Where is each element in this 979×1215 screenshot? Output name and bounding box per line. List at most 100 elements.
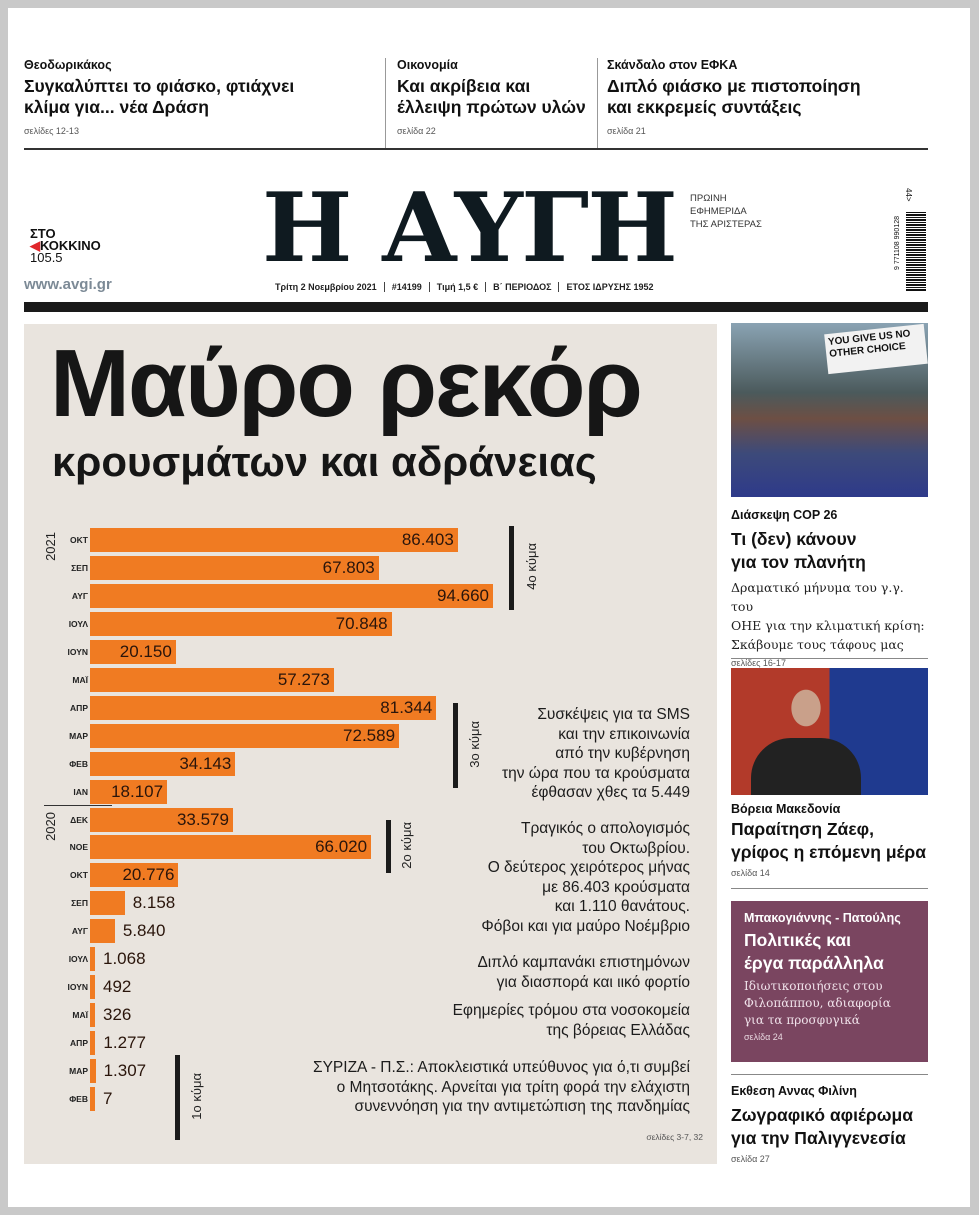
top-story-1[interactable]: Θεοδωρικάκος Συγκαλύπτει το φιάσκο, φτιά… [24, 58, 314, 136]
bar [90, 751, 236, 776]
story-deck: Ιδιωτικοποιήσεις στου Φιλοπάππου, αδιαφορ… [744, 979, 891, 1027]
barcode [906, 212, 926, 292]
data-label: 1.307 [103, 1061, 147, 1081]
story-headline: Τι (δεν) κάνουν για τον πλανήτη [731, 529, 866, 572]
data-label: 8.158 [132, 893, 176, 913]
column-divider [385, 58, 386, 148]
lead-blurb[interactable]: Διπλό καμπανάκι επιστημόνων για διασπορά … [477, 953, 690, 992]
story-headline: Παραίτηση Ζάεφ, γρίφος η επόμενη μέρα [731, 819, 927, 862]
bar [90, 919, 115, 944]
issue-info: Τρίτη 2 Νοεμβρίου 2021 #14199 Τιμή 1,5 € Β΄… [268, 282, 661, 292]
story-headline: Πολιτικές και έργα παράλληλα [744, 930, 884, 973]
blurb-line: Τραγικός ο απολογισμός [520, 820, 690, 837]
blurb-line: του Οκτωβρίου. [582, 839, 690, 857]
month-label: ΜΑΡ [69, 730, 88, 741]
radio-logo-text: ◀ΚΟΚΚΙΝΟ [30, 238, 101, 253]
month-label: ΜΑΪ [72, 674, 88, 685]
wave-label: 3ο κύμα [467, 720, 482, 768]
data-label: 57.273 [277, 669, 330, 689]
month-label: ΣΕΠ [71, 898, 88, 909]
month-label: ΜΑΡ [69, 1066, 88, 1077]
radio-frequency: 105.5 [30, 250, 63, 265]
data-label: 72.589 [343, 725, 396, 745]
lead-blurb[interactable]: Εφημερίες τρόμου στα νοσοκομεία της βόρει… [453, 1001, 690, 1040]
radio-logo[interactable]: ΣΤΟ ◀ΚΟΚΚΙΝΟ 105.5 [30, 226, 101, 265]
year-label: 2021 [43, 532, 58, 561]
story-kicker: Μπακογιάννης - Πατούλης [744, 911, 901, 925]
story-headline: Και ακρίβεια και έλλειψη πρώτων υλών [397, 76, 586, 117]
story-kicker: Διάσκεψη COP 26 [731, 508, 838, 522]
bar [90, 555, 379, 580]
month-label: ΜΑΪ [72, 1010, 88, 1021]
data-label: 7 [103, 1089, 113, 1108]
data-label: 1.068 [103, 949, 146, 969]
data-label: 67.803 [322, 557, 375, 577]
bar [90, 835, 372, 860]
page-ref: σελίδα 14 [731, 868, 770, 878]
side-story-filini[interactable]: Εκθεση Αννας Φιλίνη Ζωγραφικό αφιέρωμα γι… [731, 1084, 928, 1164]
page-ref: σελίδα 24 [744, 1032, 783, 1042]
top-story-3[interactable]: Σκάνδαλο στον ΕΦΚΑ Διπλό φιάσκο με πιστο… [607, 58, 861, 136]
divider [731, 888, 928, 889]
column-divider [597, 58, 598, 148]
bar [90, 779, 168, 804]
story-headline: Διπλό φιάσκο με πιστοποίηση και εκκρεμείς… [607, 76, 861, 117]
divider [24, 148, 928, 150]
bar [90, 863, 179, 888]
blurb-line: Ο δεύτερος χειρότερος μήνας [487, 859, 690, 876]
radio-logo-text: ΣΤΟ [30, 226, 56, 241]
bar [90, 723, 400, 748]
side-story-cop26[interactable]: Διάσκεψη COP 26 Τι (δεν) κάνουν για τον π… [731, 508, 928, 668]
bar [90, 947, 95, 972]
story-kicker: Σκάνδαλο στον ΕΦΚΑ [607, 58, 738, 72]
data-label: 33.579 [176, 809, 229, 829]
year-separator [44, 804, 112, 806]
zaev-photo[interactable] [731, 668, 928, 795]
data-label: 5.840 [122, 921, 166, 941]
data-label: 18.107 [111, 781, 164, 801]
blurb-line: την ώρα που τα κρούσματα [501, 764, 690, 782]
wave-bracket [386, 820, 391, 873]
bar [90, 1087, 95, 1111]
blurb-line: από την κυβέρνηση [555, 745, 690, 762]
lead-headline[interactable]: Μαύρο ρεκόρ [50, 330, 643, 437]
barcode-issue-number: 44> [904, 188, 913, 202]
lead-blurb[interactable]: ΣΥΡΙΖΑ - Π.Σ.: Αποκλειστικά υπεύθυνος γι… [313, 1058, 690, 1117]
bar [90, 695, 437, 720]
bar [90, 891, 125, 916]
website-link[interactable]: www.avgi.gr [24, 276, 112, 293]
lead-blurb[interactable]: Συσκέψεις για τα SMS και την επικοινωνία α… [502, 705, 690, 803]
climate-protest-photo[interactable]: YOU GIVE US NO OTHER CHOICE [731, 323, 928, 497]
blurb-line: ΣΥΡΙΖΑ - Π.Σ.: Αποκλειστικά υπεύθυνος γι… [313, 1059, 690, 1076]
side-story-bakoyannis[interactable]: Μπακογιάννης - Πατούλης Πολιτικές και έργ… [731, 901, 928, 1062]
bar [90, 639, 176, 664]
data-label: 70.848 [335, 613, 388, 633]
month-label: ΦΕΒ [69, 1094, 88, 1104]
blurb-line: ο Μητσοτάκης. Αρνείται για τρίτη φορά τη… [336, 1078, 690, 1096]
wave-bracket [175, 1055, 180, 1140]
blurb-line: της βόρειας Ελλάδας [546, 1021, 690, 1039]
blurb-line: για διασπορά και ιικό φορτίο [496, 973, 690, 991]
bar [90, 1031, 96, 1056]
bar [90, 807, 233, 832]
lead-blurb[interactable]: Τραγικός ο απολογισμός του Οκτωβρίου. Ο δε… [481, 819, 690, 936]
page-ref: σελίδα 21 [607, 126, 646, 136]
month-label: ΟΚΤ [70, 535, 88, 545]
side-story-zaev[interactable]: Βόρεια Μακεδονία Παραίτηση Ζάεφ, γρίφος η… [731, 802, 928, 878]
story-headline: Ζωγραφικό αφιέρωμα για την Παλιγγενεσία [731, 1105, 914, 1148]
barcode-digits: 9 771108 990128 [894, 216, 901, 270]
blurb-line: και την επικοινωνία [558, 725, 690, 743]
month-label: ΟΚΤ [70, 870, 88, 881]
month-label: ΦΕΒ [69, 758, 88, 769]
story-deck: Δραματικό μήνυμα του γ.γ. του ΟΗΕ για την… [731, 580, 925, 652]
month-label: ΑΥΓ [71, 926, 88, 937]
bar [90, 583, 493, 608]
data-label: 94.660 [437, 585, 489, 605]
top-story-2[interactable]: Οικονομία Και ακρίβεια και έλλειψη πρώτων… [397, 58, 592, 136]
data-label: 81.344 [380, 697, 433, 717]
wave-bracket [509, 526, 514, 610]
month-label: ΙΟΥΛ [68, 618, 88, 629]
month-label: ΙΑΝ [73, 786, 88, 797]
page-ref: σελίδες 16-17 [731, 658, 786, 668]
page-ref: σελίδες 3-7, 32 [646, 1132, 703, 1142]
